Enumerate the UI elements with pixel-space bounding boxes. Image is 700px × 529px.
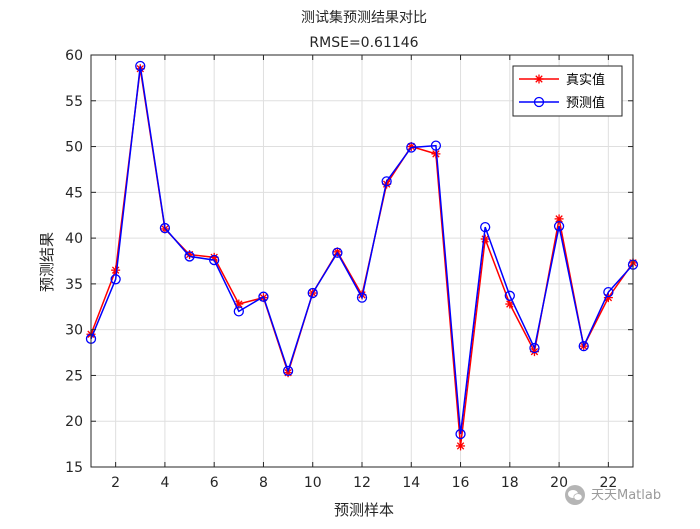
x-tick-label: 14 — [402, 475, 420, 491]
data-point-circle — [430, 140, 442, 151]
legend-item-1: 真实值 — [519, 72, 605, 88]
x-tick-label: 22 — [599, 475, 617, 491]
x-tick-label: 8 — [259, 475, 268, 491]
data-point-circle — [406, 142, 417, 153]
data-point-circle — [110, 274, 121, 285]
x-tick-label: 2 — [111, 475, 120, 491]
data-point-circle — [578, 340, 589, 352]
legend-item-2: 预测值 — [519, 95, 605, 111]
y-tick-label: 45 — [65, 185, 83, 201]
data-point-circle — [258, 291, 269, 302]
y-tick-label: 30 — [65, 323, 83, 339]
legend-marker-circle — [533, 96, 545, 108]
data-point-circle — [455, 428, 466, 440]
y-axis-label: 预测结果 — [38, 232, 56, 292]
series-line-2 — [90, 65, 634, 435]
data-point-circle — [233, 306, 244, 317]
legend-marker-asterisk — [534, 74, 544, 84]
data-point-circle — [209, 254, 220, 266]
data-point-circle — [282, 365, 294, 377]
wechat-icon — [565, 485, 585, 505]
x-tick-label: 18 — [501, 475, 519, 491]
y-tick-label: 40 — [65, 231, 83, 247]
y-tick-label: 55 — [65, 94, 83, 110]
data-point-circle — [332, 247, 343, 258]
data-point-circle — [603, 286, 614, 298]
legend-label: 预测值 — [566, 95, 605, 111]
watermark-text: 天天Matlab — [591, 488, 661, 503]
data-point-circle — [553, 221, 565, 232]
data-point-circle — [307, 287, 318, 299]
data-point-circle — [184, 251, 195, 262]
y-tick-label: 15 — [65, 460, 83, 476]
chart-title: 测试集预测结果对比 — [301, 9, 427, 26]
data-point-circle — [381, 176, 392, 187]
y-tick-label: 20 — [65, 414, 83, 430]
data-point-circle — [159, 222, 171, 234]
y-tick-label: 60 — [65, 48, 83, 64]
data-point-circle — [356, 292, 368, 303]
y-tick-label: 50 — [65, 140, 83, 156]
data-point-circle — [529, 342, 540, 354]
chart-subtitle: RMSE=0.61146 — [309, 35, 418, 51]
data-point-circle — [135, 60, 146, 72]
data-point-asterisk — [505, 299, 515, 309]
x-tick-label: 10 — [304, 475, 322, 491]
axis-ticks: 2 4 6 8 10 12 14 16 18 20 22 15 20 25 30 35 40 45 50 55 60 — [65, 48, 633, 491]
legend-box — [512, 65, 623, 117]
y-tick-label: 25 — [65, 368, 83, 384]
watermark: 天天Matlab — [565, 485, 661, 505]
x-tick-label: 20 — [550, 475, 568, 491]
x-tick-label: 4 — [160, 475, 169, 491]
x-tick-label: 12 — [353, 475, 371, 491]
data-point-asterisk — [456, 441, 466, 451]
data-point-circle — [480, 221, 491, 233]
series-2 — [85, 60, 639, 440]
x-tick-label: 16 — [452, 475, 470, 491]
y-tick-label: 35 — [65, 277, 83, 293]
legend-label: 真实值 — [566, 72, 605, 88]
x-tick-label: 6 — [210, 475, 219, 491]
x-axis-label: 预测样本 — [334, 501, 394, 519]
data-point-circle — [504, 290, 515, 301]
